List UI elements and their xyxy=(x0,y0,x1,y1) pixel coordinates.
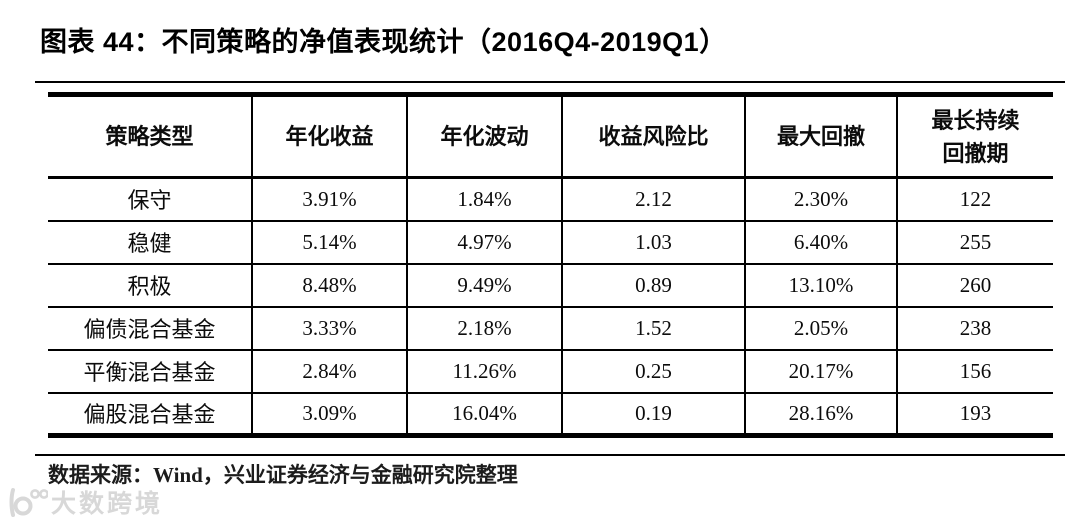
annual-volatility-cell: 2.18% xyxy=(406,305,562,350)
table-row-equity-biased-hybrid: 偏股混合基金 3.09% 16.04% 0.19 28.16% 193 xyxy=(48,391,1053,436)
strategy-name-cell: 保守 xyxy=(48,176,252,221)
max-drawdown-cell: 13.10% xyxy=(744,262,897,307)
col-header-annual-return: 年化收益 xyxy=(251,94,407,179)
header-row: 策略类型 年化收益 年化波动 收益风险比 最大回撤 最长持续 回撤期 xyxy=(48,94,1053,179)
annual-volatility-cell: 11.26% xyxy=(406,348,562,393)
table-header: 策略类型 年化收益 年化波动 收益风险比 最大回撤 最长持续 回撤期 xyxy=(48,94,1053,179)
col-header-annual-volatility: 年化波动 xyxy=(406,94,562,179)
annual-return-cell: 3.09% xyxy=(251,391,407,436)
max-drawdown-cell: 2.05% xyxy=(744,305,897,350)
data-source-note: 数据来源：Wind，兴业证券经济与金融研究院整理 xyxy=(48,463,518,487)
table-row-conservative: 保守 3.91% 1.84% 2.12 2.30% 122 xyxy=(48,176,1053,221)
annual-volatility-cell: 1.84% xyxy=(406,176,562,221)
max-drawdown-cell: 28.16% xyxy=(744,391,897,436)
table-row-aggressive: 积极 8.48% 9.49% 0.89 13.10% 260 xyxy=(48,262,1053,307)
annual-return-cell: 8.48% xyxy=(251,262,407,307)
brand-logo-icon xyxy=(9,488,48,517)
watermark: 大数跨境 xyxy=(6,484,163,520)
annual-volatility-cell: 9.49% xyxy=(406,262,562,307)
return-risk-ratio-cell: 1.52 xyxy=(561,305,745,350)
table-row-bond-biased-hybrid: 偏债混合基金 3.33% 2.18% 1.52 2.05% 238 xyxy=(48,305,1053,350)
longest-drawdown-cell: 238 xyxy=(896,305,1053,350)
max-drawdown-cell: 20.17% xyxy=(744,348,897,393)
col-header-strategy-type: 策略类型 xyxy=(48,94,252,179)
strategy-name-cell: 偏债混合基金 xyxy=(48,305,252,350)
annual-return-cell: 3.91% xyxy=(251,176,407,221)
annual-return-cell: 3.33% xyxy=(251,305,407,350)
top-divider-line xyxy=(35,81,1065,83)
annual-return-cell: 5.14% xyxy=(251,219,407,264)
longest-drawdown-cell: 122 xyxy=(896,176,1053,221)
longest-drawdown-cell: 156 xyxy=(896,348,1053,393)
strategy-stats-table: 策略类型 年化收益 年化波动 收益风险比 最大回撤 最长持续 回撤期 保守 3.… xyxy=(48,92,1053,438)
max-drawdown-cell: 2.30% xyxy=(744,176,897,221)
strategy-name-cell: 稳健 xyxy=(48,219,252,264)
return-risk-ratio-cell: 2.12 xyxy=(561,176,745,221)
longest-drawdown-cell: 193 xyxy=(896,391,1053,436)
longest-drawdown-cell: 255 xyxy=(896,219,1053,264)
annual-return-cell: 2.84% xyxy=(251,348,407,393)
table-row-steady: 稳健 5.14% 4.97% 1.03 6.40% 255 xyxy=(48,219,1053,264)
watermark-text: 大数跨境 xyxy=(51,490,164,518)
table-body: 保守 3.91% 1.84% 2.12 2.30% 122 稳健 5.14% 4… xyxy=(48,176,1053,436)
strategy-name-cell: 偏股混合基金 xyxy=(48,391,252,436)
max-drawdown-cell: 6.40% xyxy=(744,219,897,264)
col-header-return-risk-ratio: 收益风险比 xyxy=(561,94,745,179)
return-risk-ratio-cell: 0.89 xyxy=(561,262,745,307)
bottom-divider-line xyxy=(35,454,1065,456)
annual-volatility-cell: 16.04% xyxy=(406,391,562,436)
col-header-longest-drawdown: 最长持续 回撤期 xyxy=(896,94,1053,179)
return-risk-ratio-cell: 1.03 xyxy=(561,219,745,264)
table-row-balanced-hybrid: 平衡混合基金 2.84% 11.26% 0.25 20.17% 156 xyxy=(48,348,1053,393)
strategy-name-cell: 平衡混合基金 xyxy=(48,348,252,393)
annual-volatility-cell: 4.97% xyxy=(406,219,562,264)
col-header-max-drawdown: 最大回撤 xyxy=(744,94,897,179)
strategy-name-cell: 积极 xyxy=(48,262,252,307)
return-risk-ratio-cell: 0.19 xyxy=(561,391,745,436)
figure-title: 图表 44：不同策略的净值表现统计（2016Q4-2019Q1） xyxy=(40,27,727,57)
longest-drawdown-cell: 260 xyxy=(896,262,1053,307)
return-risk-ratio-cell: 0.25 xyxy=(561,348,745,393)
